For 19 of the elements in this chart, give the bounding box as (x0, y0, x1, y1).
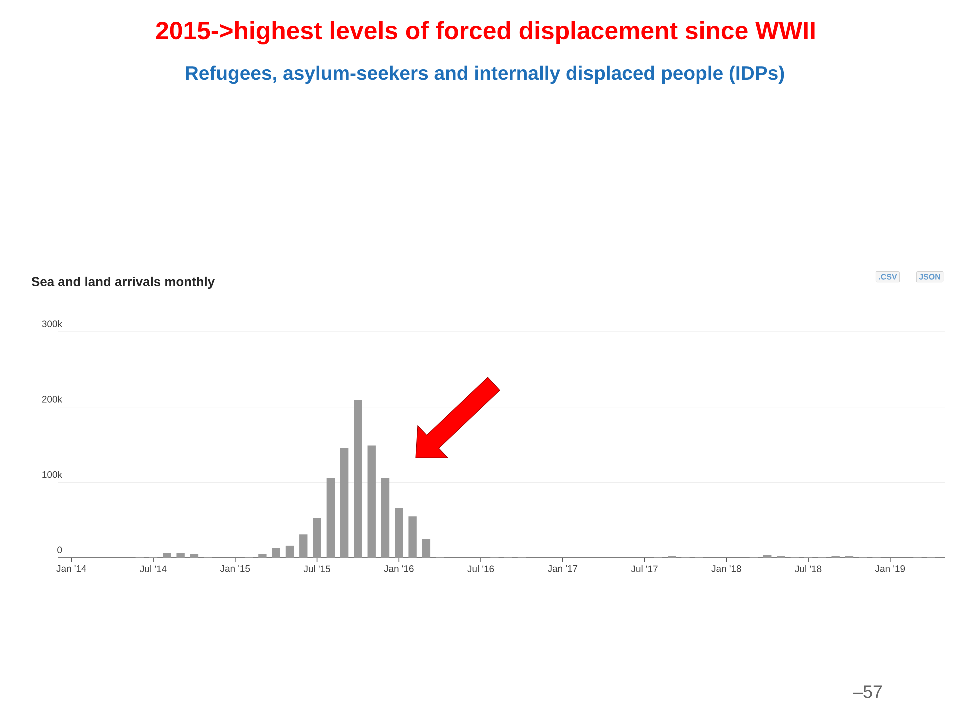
y-tick-label: 0 (58, 546, 62, 554)
y-tick-label: 300k (42, 320, 62, 328)
x-tick-label: Jan '15 (220, 566, 250, 572)
chart-title: 2015->highest levels of forced displacement since WWII (156, 21, 815, 45)
x-tick-label: Jul '17 (631, 566, 658, 572)
x-tick-label: Jul '14 (140, 566, 167, 572)
x-tick-label: Jan '18 (712, 566, 742, 572)
x-tick-label: Jan '16 (384, 566, 414, 572)
chart-subtitle: Refugees, asylum-seekers and internally displaced people (IDPs) (186, 66, 784, 84)
text: Sea and land arrivals monthly (32, 276, 215, 290)
x-tick-label: Jul '16 (468, 566, 494, 572)
x-tick-label: Jan '19 (875, 566, 906, 572)
x-tick-label: Jan '14 (56, 566, 86, 572)
x-tick-label: Jul '15 (304, 566, 330, 572)
text: –57 (853, 686, 882, 698)
y-tick-label: 200k (42, 396, 62, 403)
y-tick-label: 100k (42, 471, 62, 478)
x-tick-label: Jul '18 (795, 566, 822, 572)
x-tick-label: Jan '17 (548, 566, 578, 572)
